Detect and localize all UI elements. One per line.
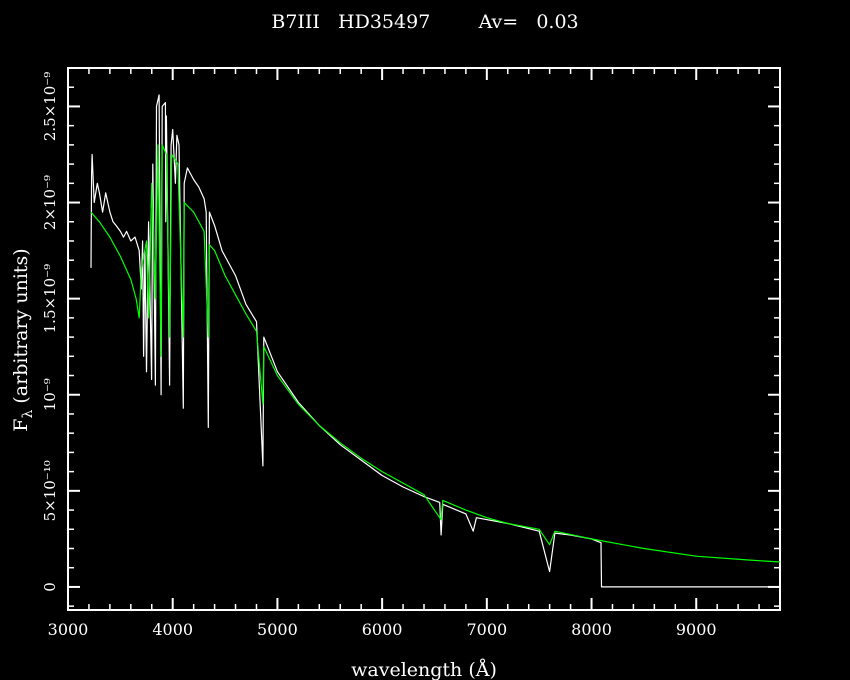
y-axis-label: Fλ (arbitrary units) bbox=[10, 248, 36, 431]
y-tick-label: 0 bbox=[41, 582, 59, 592]
y-tick-labels: 0 5×10⁻¹⁰ 10⁻⁹ 1.5×10⁻⁹ 2×10⁻⁹ 2.5×10⁻⁹ bbox=[41, 72, 59, 592]
y-tick-label-group: 5×10⁻¹⁰ bbox=[41, 460, 59, 521]
y-tick-label: 2×10⁻⁹ bbox=[41, 175, 59, 230]
y-tick-label-group: 2×10⁻⁹ bbox=[41, 175, 59, 230]
series-group bbox=[90, 94, 781, 588]
y-axis-label-tail: (arbitrary units) bbox=[10, 248, 32, 409]
x-tick-label: 3000 bbox=[48, 620, 89, 639]
y-tick-label: 10⁻⁹ bbox=[41, 378, 59, 411]
y-axis-label-main: F bbox=[10, 419, 32, 432]
series-line-0 bbox=[90, 94, 780, 588]
series-line-1 bbox=[90, 144, 781, 563]
y-tick-label-group: 1.5×10⁻⁹ bbox=[41, 264, 59, 333]
svg-text:Fλ (arbitrary units): Fλ (arbitrary units) bbox=[10, 248, 36, 431]
x-tick-label: 8000 bbox=[571, 620, 612, 639]
y-tick-label: 1.5×10⁻⁹ bbox=[41, 264, 59, 333]
y-axis-label-sub: λ bbox=[20, 410, 36, 419]
chart-title: B7III HD35497 Av= 0.03 bbox=[271, 11, 578, 33]
y-tick-label: 5×10⁻¹⁰ bbox=[41, 460, 59, 521]
x-tick-label: 6000 bbox=[362, 620, 403, 639]
y-tick-label: 2.5×10⁻⁹ bbox=[41, 72, 59, 141]
x-tick-label: 7000 bbox=[466, 620, 507, 639]
plot-frame bbox=[67, 67, 781, 611]
x-tick-labels: 3000 4000 5000 6000 7000 8000 9000 bbox=[48, 620, 717, 639]
x-tick-label: 9000 bbox=[676, 620, 717, 639]
y-tick-label-group: 2.5×10⁻⁹ bbox=[41, 72, 59, 141]
y-tick-label-group: 10⁻⁹ bbox=[41, 378, 59, 411]
x-tick-label: 4000 bbox=[152, 620, 193, 639]
x-axis-label: wavelength (Å) bbox=[351, 659, 497, 680]
x-tick-label: 5000 bbox=[257, 620, 298, 639]
axis-ticks bbox=[67, 68, 781, 610]
y-tick-label-group: 0 bbox=[41, 582, 59, 592]
